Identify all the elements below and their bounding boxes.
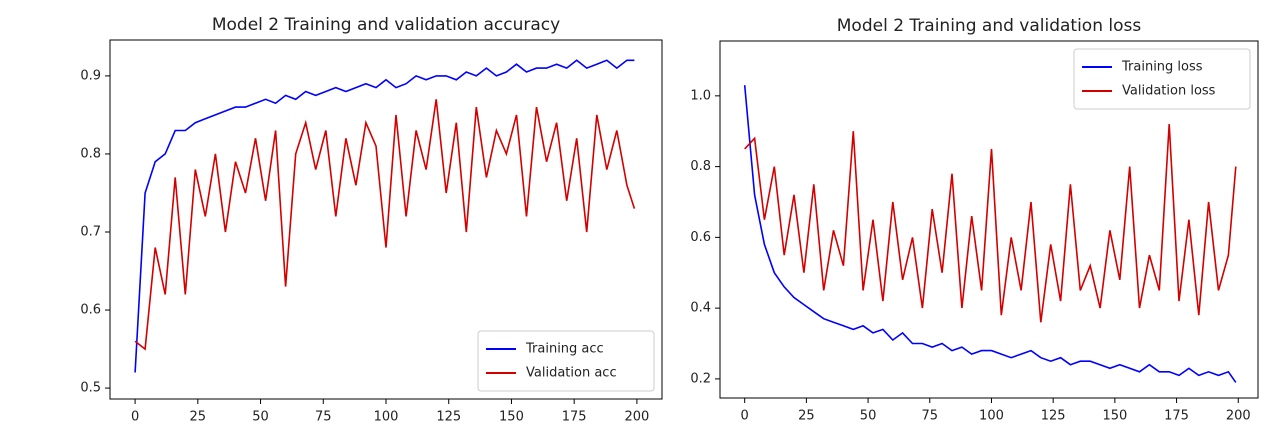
- x-tick-label: 50: [252, 410, 269, 425]
- chart-title: Model 2 Training and validation accuracy: [212, 15, 560, 35]
- x-tick-label: 75: [315, 410, 332, 425]
- x-tick-label: 75: [921, 409, 938, 424]
- x-tick-label: 25: [798, 409, 815, 424]
- plot-frame: [719, 40, 1259, 399]
- x-tick-label: 200: [1226, 409, 1251, 424]
- series-line: [744, 124, 1237, 323]
- series-line: [134, 59, 635, 373]
- y-tick-label: 0.8: [80, 146, 101, 161]
- x-tick-label: 100: [374, 410, 399, 425]
- legend-label: Validation loss: [1122, 84, 1216, 99]
- y-tick-label: 0.9: [80, 68, 101, 83]
- y-tick-label: 0.7: [80, 224, 101, 239]
- legend-label: Training acc: [525, 342, 604, 357]
- legend-box: [477, 330, 655, 392]
- y-tick-label: 0.6: [690, 230, 711, 245]
- x-tick-label: 100: [979, 409, 1004, 424]
- series-line: [743, 85, 1237, 383]
- x-tick-label: 175: [1164, 409, 1189, 424]
- series-line: [134, 99, 636, 351]
- chart-title: Model 2 Training and validation loss: [837, 16, 1142, 36]
- x-tick-label: 175: [562, 410, 587, 425]
- y-tick-label: 0.6: [80, 303, 101, 318]
- legend-label: Validation acc: [526, 366, 617, 381]
- x-tick-label: 125: [1041, 409, 1066, 424]
- y-tick-label: 0.4: [690, 301, 711, 316]
- legend-box: [1073, 48, 1251, 110]
- y-tick-label: 0.5: [80, 381, 101, 396]
- x-tick-label: 0: [741, 409, 749, 424]
- legend-label: Training loss: [1121, 60, 1203, 75]
- y-tick-label: 1.0: [690, 88, 711, 103]
- x-tick-label: 50: [860, 409, 877, 424]
- x-tick-label: 25: [190, 410, 207, 425]
- y-tick-label: 0.8: [690, 159, 711, 174]
- x-tick-label: 200: [624, 410, 649, 425]
- x-tick-label: 150: [499, 410, 524, 425]
- x-tick-label: 125: [436, 410, 461, 425]
- x-tick-label: 0: [131, 410, 139, 425]
- x-tick-label: 150: [1102, 409, 1127, 424]
- y-tick-label: 0.2: [690, 371, 711, 386]
- plot-frame: [109, 39, 663, 400]
